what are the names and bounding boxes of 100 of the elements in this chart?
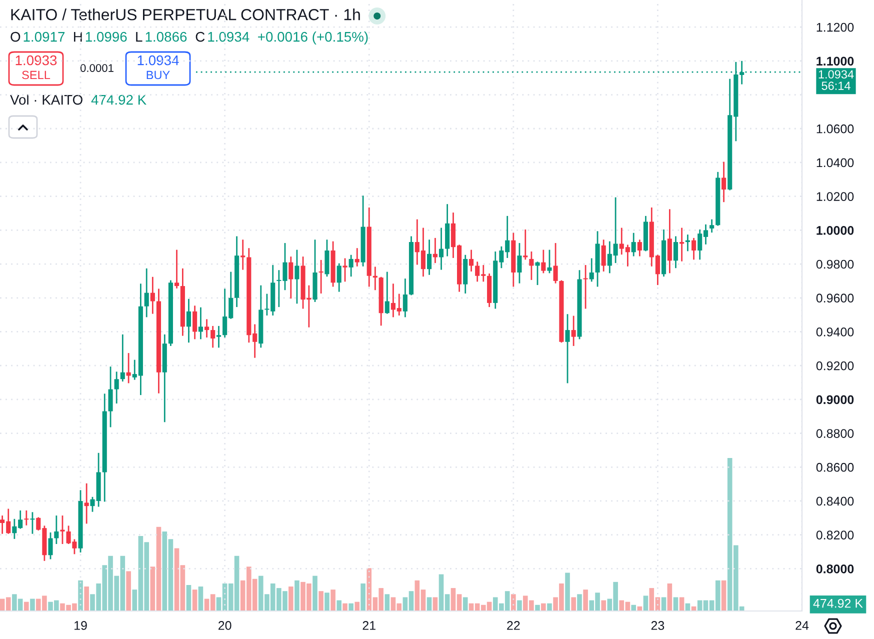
bar xyxy=(354,602,360,611)
bar xyxy=(577,594,582,611)
candlestick xyxy=(402,278,408,318)
bar xyxy=(318,591,324,611)
bar xyxy=(673,597,678,611)
candlestick xyxy=(553,243,558,284)
x-tick-label: 22 xyxy=(507,621,520,630)
candlestick xyxy=(336,263,342,292)
candlestick xyxy=(48,532,53,560)
y-tick-label: 0.9200 xyxy=(816,361,854,370)
candlestick xyxy=(288,256,294,299)
bar xyxy=(312,576,318,611)
chart-title: KAITO / TetherUS PERPETUAL CONTRACT · 1h xyxy=(11,8,360,20)
bar xyxy=(126,571,131,611)
bar xyxy=(679,597,684,611)
bar xyxy=(324,592,330,611)
candlestick xyxy=(150,276,155,314)
candlestick xyxy=(210,326,216,348)
annotation: BUY xyxy=(146,70,170,80)
bar xyxy=(426,597,432,611)
bar xyxy=(601,600,606,611)
bar xyxy=(643,596,648,611)
bar xyxy=(330,590,336,611)
x-tick-label: 20 xyxy=(218,621,232,630)
candlestick xyxy=(547,250,552,274)
candlestick xyxy=(523,229,528,260)
y-tick-label: 0.9600 xyxy=(816,294,854,303)
y-tick-label: 1.1000 xyxy=(816,56,854,66)
annotation: 1.0917 xyxy=(24,32,65,42)
y-tick-label: 0.8200 xyxy=(816,530,854,540)
candlestick xyxy=(384,272,390,314)
candlestick xyxy=(144,268,149,318)
bar xyxy=(565,572,570,611)
annotation: 1.0996 xyxy=(86,32,127,42)
candlestick xyxy=(541,250,546,274)
candlestick xyxy=(60,516,65,544)
candlestick xyxy=(318,260,324,294)
annotation: 1.0934 xyxy=(208,32,250,42)
candlestick xyxy=(673,236,678,268)
y-tick-label: 1.0200 xyxy=(816,192,854,201)
candlestick xyxy=(204,319,210,338)
candlestick xyxy=(186,298,192,343)
bar xyxy=(294,580,300,611)
bar xyxy=(198,586,204,611)
bar xyxy=(547,603,552,611)
y-tick-label: 0.8800 xyxy=(816,429,854,438)
candlestick xyxy=(601,240,606,272)
bar xyxy=(631,604,636,611)
bar xyxy=(348,603,354,611)
candlestick xyxy=(120,334,125,382)
candlestick xyxy=(565,314,570,384)
bar xyxy=(535,604,540,611)
text: 474.92 K xyxy=(813,598,863,608)
text: 56:14 xyxy=(822,82,850,90)
candlestick xyxy=(174,250,180,288)
candlestick xyxy=(24,510,29,526)
bar xyxy=(360,583,366,611)
bar xyxy=(511,594,516,611)
candlestick xyxy=(535,262,540,286)
annotation: +0.0016 (+0.15%) xyxy=(258,32,368,44)
bar xyxy=(721,580,726,611)
candlestick xyxy=(571,316,576,346)
candlestick xyxy=(432,238,438,264)
candlestick xyxy=(583,265,588,309)
bar xyxy=(186,584,192,611)
candlestick xyxy=(198,307,203,340)
bar xyxy=(571,597,576,611)
ref-line-label: 1.0934 xyxy=(818,70,854,79)
x-tick-label: 21 xyxy=(362,621,376,630)
candlestick xyxy=(667,209,672,274)
bar xyxy=(583,590,588,611)
x-tick-label: 23 xyxy=(651,621,664,630)
candlestick xyxy=(631,232,636,256)
candlestick xyxy=(114,372,119,404)
candlestick xyxy=(637,240,642,256)
candlestick xyxy=(84,483,89,524)
y-tick-label: 0.9800 xyxy=(816,260,854,269)
annotation: O xyxy=(10,32,20,42)
y-tick-label: 0.8400 xyxy=(816,496,854,506)
candlestick xyxy=(468,250,474,272)
candlestick xyxy=(342,258,348,282)
annotation: 1.0934 xyxy=(138,55,179,66)
candlestick xyxy=(54,516,59,544)
bar xyxy=(342,603,348,611)
annotation: SELL xyxy=(22,70,50,80)
candlestick xyxy=(108,366,113,428)
bar xyxy=(661,597,666,611)
candlestick xyxy=(324,240,330,277)
bar xyxy=(30,598,35,611)
candlestick xyxy=(722,162,726,202)
annotation: 474.92 K xyxy=(91,94,146,105)
candlestick xyxy=(354,248,360,266)
bar xyxy=(517,600,522,611)
x-tick-label: 24 xyxy=(796,621,809,630)
y-tick-label: 0.8600 xyxy=(816,462,854,472)
annotation: 1.0933 xyxy=(16,55,57,66)
annotation: H xyxy=(74,32,82,42)
candlestick xyxy=(710,219,714,233)
annotation: L xyxy=(136,32,142,42)
bar xyxy=(24,602,29,611)
